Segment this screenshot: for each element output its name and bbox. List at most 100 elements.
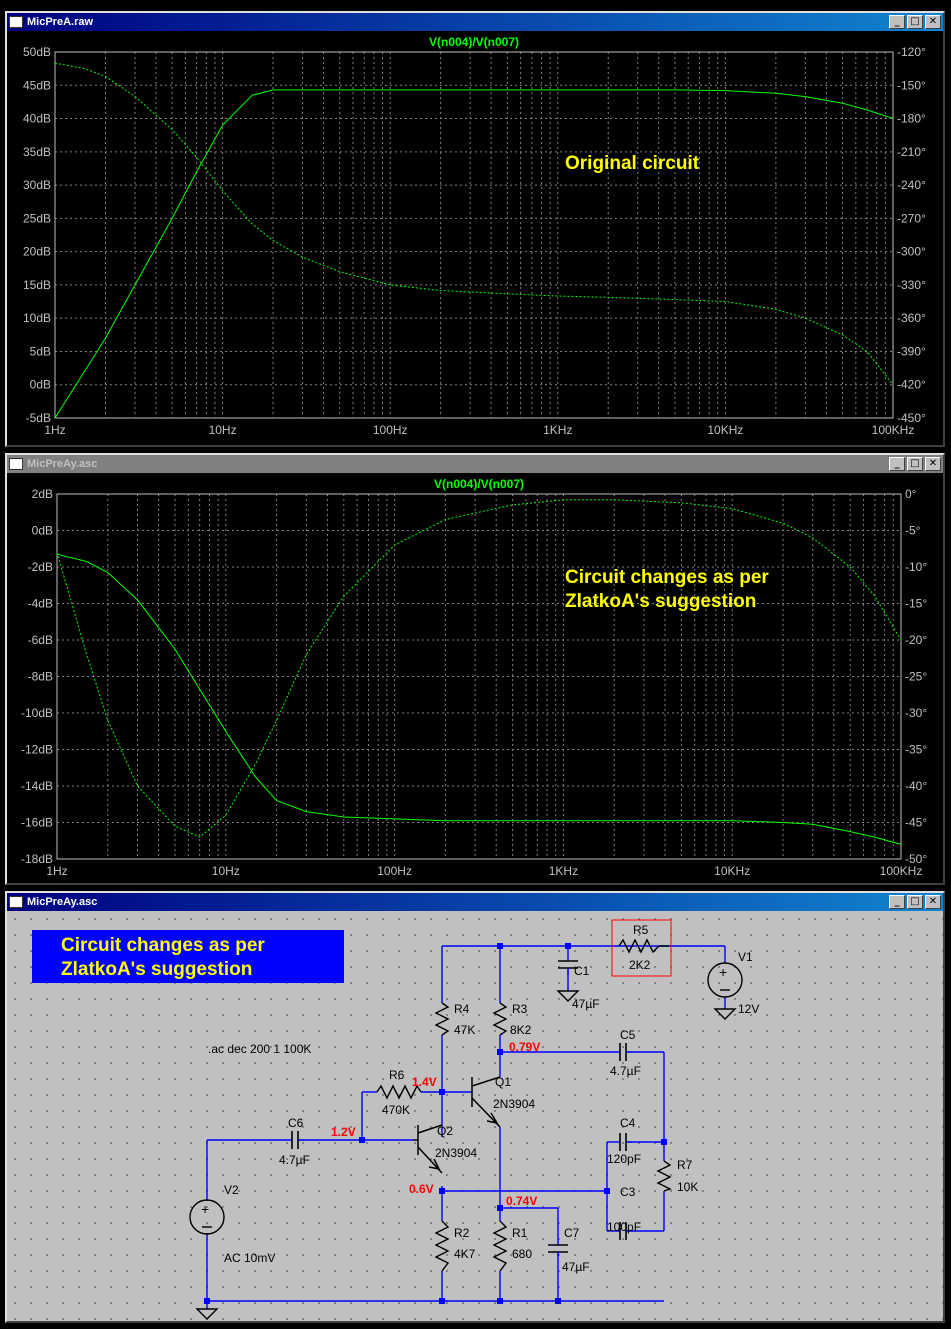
maximize-button[interactable]: □ (907, 895, 923, 909)
y-tick-label: -10dB (21, 706, 53, 720)
label-r5-name: R5 (633, 923, 649, 937)
x-tick-label: 100Hz (373, 423, 408, 437)
label-r7-name: R7 (677, 1158, 693, 1172)
node-voltage: 0.74V (506, 1194, 537, 1208)
close-button[interactable]: ✕ (925, 457, 941, 471)
y2-tick-label: -45° (905, 816, 927, 830)
y2-tick-label: -300° (897, 245, 926, 259)
label-r7-value: 10K (677, 1180, 698, 1194)
label-v2-name: V2 (224, 1183, 239, 1197)
resistor-r6 (376, 1084, 422, 1100)
label-c6-value: 4.7µF (279, 1153, 310, 1167)
y2-tick-label: -210° (897, 145, 926, 159)
y-tick-label: 50dB (23, 45, 51, 59)
resistor-r3 (492, 1002, 508, 1036)
minimize-button[interactable]: _ (889, 895, 905, 909)
x-tick-label: 10KHz (714, 864, 750, 878)
y2-tick-label: -240° (897, 178, 926, 192)
y-tick-label: -8dB (28, 670, 53, 684)
window-title: MicPreAy.asc (27, 458, 98, 470)
minimize-button[interactable]: _ (889, 457, 905, 471)
y-tick-label: -18dB (21, 852, 53, 866)
window-title: MicPreAy.asc (27, 896, 98, 908)
y2-tick-label: -360° (897, 311, 926, 325)
plot-frame (56, 493, 902, 860)
label-v2-value: AC 10mV (224, 1251, 275, 1265)
minimize-button[interactable]: _ (889, 15, 905, 29)
y-tick-label: -14dB (21, 779, 53, 793)
y2-tick-label: -15° (905, 597, 927, 611)
y-tick-label: -6dB (28, 633, 53, 647)
window-titlebar[interactable]: MicPreAy.asc _ □ ✕ (7, 455, 943, 473)
y-tick-label: 35dB (23, 145, 51, 159)
y2-tick-label: 0° (905, 487, 917, 501)
y-tick-label: -5dB (26, 411, 51, 425)
x-tick-label: 1Hz (44, 423, 65, 437)
ground-icon (195, 1308, 219, 1320)
y2-tick-label: -120° (897, 45, 926, 59)
resistor-r2 (434, 1220, 450, 1272)
svg-text:+: + (201, 1201, 209, 1217)
plot-area[interactable]: 50dB -120° 45dB -150° 40dB -180° 35dB -210° 30dB… (7, 31, 943, 445)
schematic-window[interactable]: MicPreAy.asc _ □ ✕ Circuit changes as pe… (5, 891, 945, 1323)
svg-text:+: + (719, 964, 727, 980)
plot-window-modified[interactable]: MicPreAy.asc _ □ ✕ 2dB 0° 0dB -5° -2dB -10° -4… (5, 453, 945, 885)
label-r4-value: 47K (454, 1023, 475, 1037)
y2-tick-label: -450° (897, 411, 926, 425)
plot-area[interactable]: 2dB 0° 0dB -5° -2dB -10° -4dB -15° -6dB -20° -8dB -… (7, 473, 943, 883)
label-c5-name: C5 (620, 1028, 636, 1042)
resistor-r7 (656, 1160, 672, 1192)
label-q1-value: 2N3904 (493, 1097, 535, 1111)
capacitor-c1 (558, 960, 578, 975)
close-button[interactable]: ✕ (925, 895, 941, 909)
x-tick-label: 1KHz (543, 423, 572, 437)
y-tick-label: 25dB (23, 211, 51, 225)
bode-plot-modified[interactable]: 2dB 0° 0dB -5° -2dB -10° -4dB -15° -6dB -20° -8dB -… (7, 473, 943, 883)
x-tick-label: 10KHz (707, 423, 743, 437)
schematic-canvas[interactable]: Circuit changes as per ZlatkoA's suggest… (7, 911, 943, 1321)
close-button[interactable]: ✕ (925, 15, 941, 29)
y-tick-label: 20dB (23, 245, 51, 259)
x-tick-label: 100KHz (872, 423, 915, 437)
magnitude-trace (54, 89, 894, 419)
label-r6-value: 470K (382, 1103, 410, 1117)
node-voltage: 1.4V (412, 1075, 437, 1089)
spice-directive[interactable]: .ac dec 200 1 100K (208, 1042, 311, 1056)
x-tick-label: 10Hz (212, 864, 240, 878)
trace-label[interactable]: V(n004)/V(n007) (434, 477, 524, 491)
capacitor-c7 (548, 1244, 568, 1257)
schematic-drawing[interactable]: Circuit changes as per ZlatkoA's suggest… (7, 911, 943, 1321)
y2-tick-label: -390° (897, 344, 926, 358)
plot-window-original[interactable]: MicPreA.raw _ □ ✕ 50dB -120° 45dB -150° 40dB… (5, 11, 945, 447)
y-tick-label: 0dB (30, 378, 51, 392)
y-tick-label: -4dB (28, 597, 53, 611)
maximize-button[interactable]: □ (907, 15, 923, 29)
y-tick-label: 10dB (23, 311, 51, 325)
label-r1-value: 680 (512, 1247, 532, 1261)
label-c7-name: C7 (564, 1226, 580, 1240)
label-r3-name: R3 (512, 1002, 528, 1016)
maximize-button[interactable]: □ (907, 457, 923, 471)
trace-label[interactable]: V(n004)/V(n007) (429, 35, 519, 49)
label-r2-value: 4K7 (454, 1247, 476, 1261)
y2-tick-label: -30° (905, 706, 927, 720)
window-titlebar[interactable]: MicPreA.raw _ □ ✕ (7, 13, 943, 31)
y-tick-label: -16dB (21, 816, 53, 830)
bode-plot-original[interactable]: 50dB -120° 45dB -150° 40dB -180° 35dB -210° 30dB… (7, 31, 943, 445)
label-c1-value: 47µF (572, 997, 600, 1011)
window-titlebar[interactable]: MicPreAy.asc _ □ ✕ (7, 893, 943, 911)
schematic-icon (9, 896, 23, 908)
capacitor-c4 (619, 1133, 632, 1151)
voltage-source-v2[interactable]: + (189, 1199, 225, 1235)
voltage-source-v1[interactable]: + (707, 962, 743, 998)
y2-tick-label: -330° (897, 278, 926, 292)
y-tick-label: -2dB (28, 560, 53, 574)
label-c4-name: C4 (620, 1116, 636, 1130)
y-tick-label: 0dB (32, 524, 53, 538)
label-v1-value: 12V (738, 1002, 759, 1016)
y2-tick-label: -180° (897, 112, 926, 126)
waveform-icon (9, 458, 23, 470)
x-tick-label: 1Hz (46, 864, 67, 878)
capacitor-c6 (291, 1131, 304, 1149)
label-c1-name: C1 (574, 964, 590, 978)
